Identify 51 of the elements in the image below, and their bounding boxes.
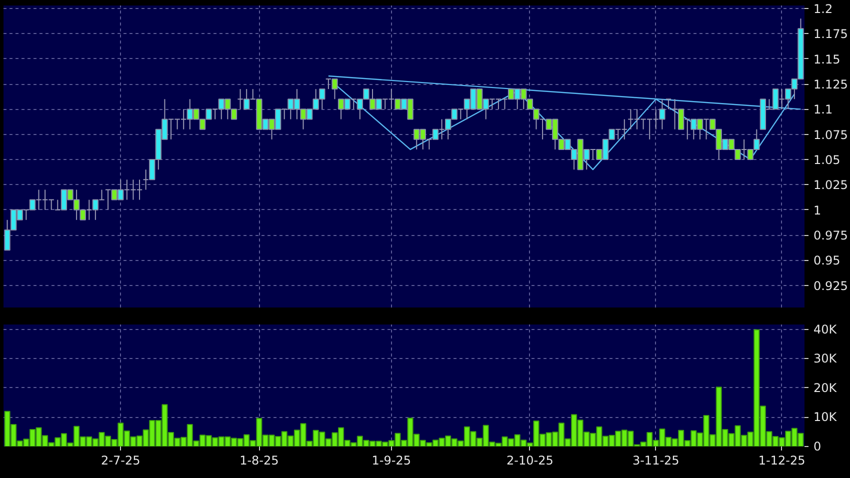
y-tick-label: 30K [814, 352, 838, 366]
candlestick [432, 128, 439, 140]
x-tick-label: 1-9-25 [372, 454, 412, 468]
x-tick-label: 2-7-25 [101, 454, 140, 468]
y-tick-label: 0.95 [814, 254, 840, 268]
candlestick [86, 199, 92, 220]
y-tick-label: 1.05 [814, 153, 840, 168]
y-tick-label: 0.925 [814, 278, 848, 293]
candlestick [104, 189, 112, 210]
candlestick [590, 148, 596, 160]
candlestick [703, 118, 710, 140]
candlestick [237, 88, 244, 110]
candlestick [539, 118, 546, 140]
y-tick-label: 0.975 [814, 228, 848, 243]
candlestick [325, 78, 332, 90]
x-tick-label: 2-10-25 [506, 454, 554, 468]
y-tick-label: 20K [814, 380, 838, 395]
candlestick [678, 108, 684, 130]
y-tick-label: 1 [814, 203, 822, 218]
y-tick-label: 1.15 [814, 52, 840, 66]
candlestick [281, 108, 288, 120]
candlestick [142, 169, 149, 190]
y-tick-label: 1.175 [814, 27, 848, 42]
y-tick-label: 1.025 [814, 178, 848, 192]
candlestick [350, 98, 357, 110]
candlestick [426, 138, 432, 150]
y-tick-label: 0 [814, 440, 822, 454]
candlestick [29, 199, 36, 210]
y-tick-label: 1.2 [814, 2, 833, 16]
x-tick-label: 3-11-25 [632, 454, 680, 468]
candlestick [212, 108, 218, 120]
y-tick-label: 1.075 [814, 128, 848, 142]
candlestick [23, 209, 30, 220]
candlestick [684, 118, 690, 140]
y-tick-label: 40K [814, 322, 838, 336]
candlestick [665, 98, 672, 110]
candlestick [98, 189, 105, 200]
candlestick [740, 138, 748, 160]
candlestick [458, 108, 464, 120]
candlestick [54, 199, 61, 210]
x-tick-label: 1-8-25 [240, 454, 279, 468]
candlestick [766, 98, 772, 110]
y-tick-label: 1.1 [814, 102, 833, 117]
y-tick-label: 10K [814, 410, 838, 424]
candlestick [778, 88, 785, 110]
candlestick [438, 118, 445, 140]
candlestick [772, 88, 779, 110]
x-tick-label: 1-12-25 [758, 454, 806, 468]
y-tick-label: 1.125 [814, 78, 848, 92]
candlestick [250, 88, 256, 100]
candlestick [672, 98, 678, 130]
